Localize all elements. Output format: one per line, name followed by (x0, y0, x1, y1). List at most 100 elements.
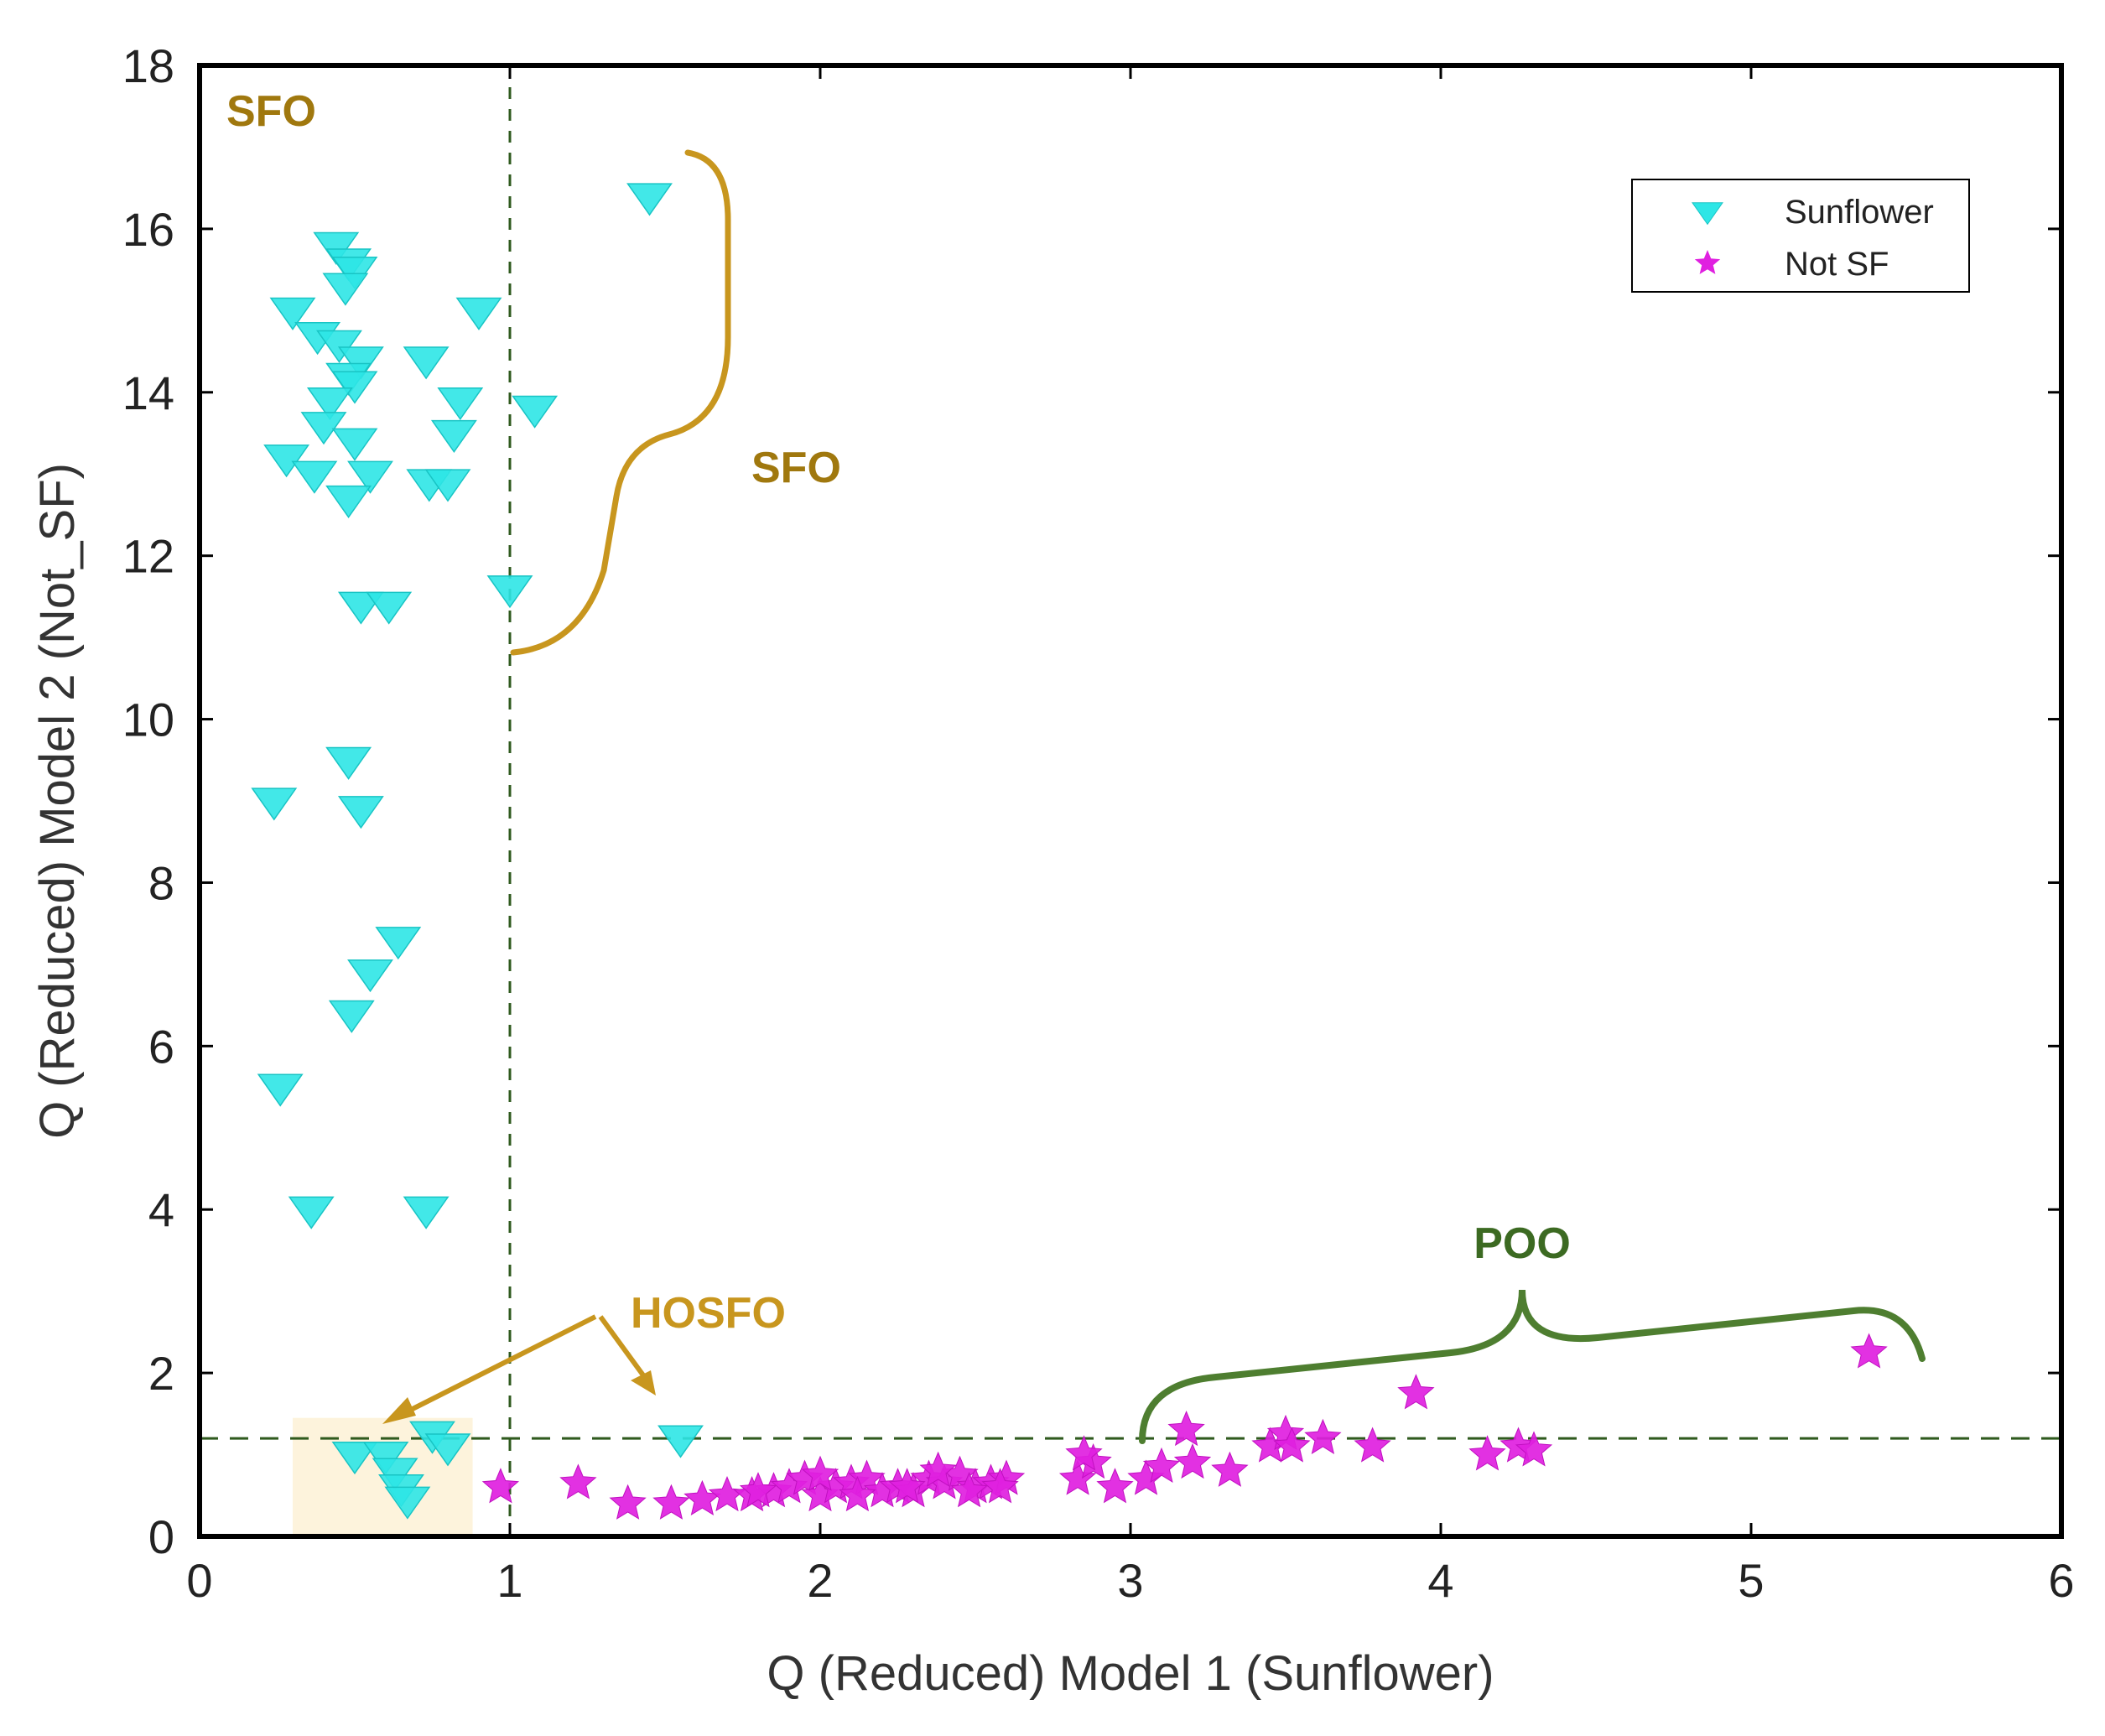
sunflower-point (486, 575, 533, 609)
x-axis-label: Q (Reduced) Model 1 (Sunflower) (767, 1646, 1494, 1701)
annotation-hosfo: HOSFO (631, 1289, 786, 1338)
x-axis-ticks: 0 1 2 3 4 5 6 (186, 65, 2075, 1607)
not-sf-point (919, 1451, 957, 1487)
hosfo-arrow-right-head (631, 1370, 656, 1396)
hosfo-arrow-left (394, 1314, 597, 1420)
not-sf-point (652, 1484, 690, 1520)
sunflower-point (337, 346, 384, 380)
legend-sunflower-marker (1692, 202, 1723, 226)
sunflower-point (331, 1441, 378, 1475)
not-sf-point (888, 1468, 926, 1504)
not-sf-point (1096, 1468, 1134, 1504)
y-tick-label: 6 (148, 1020, 174, 1073)
not-sf-point (801, 1455, 839, 1491)
y-tick-label: 4 (148, 1183, 174, 1236)
not-sf-point (1173, 1442, 1212, 1479)
not-sf-point (559, 1463, 597, 1500)
sfo-brace (510, 149, 731, 656)
not-sf-point (1065, 1435, 1103, 1471)
hosfo-arrows (382, 1314, 656, 1424)
legend-not-sf-marker (1694, 250, 1721, 274)
sunflower-point (328, 1000, 375, 1033)
annotation-sfo-brace: SFO (751, 444, 841, 492)
sunflower-point (316, 330, 362, 363)
series-not-sf (481, 1333, 1888, 1520)
x-tick-label: 6 (2048, 1554, 2074, 1607)
y-axis-label: Q (Reduced) Model 2 (Not_SF) (30, 463, 85, 1139)
not-sf-point (1167, 1410, 1205, 1447)
sunflower-point (362, 1441, 409, 1475)
x-tick-label: 0 (186, 1554, 212, 1607)
not-sf-point (1397, 1374, 1435, 1410)
sunflower-point (325, 746, 372, 780)
y-tick-label: 16 (122, 203, 174, 256)
sunflower-point (437, 387, 484, 421)
sunflower-point (331, 257, 378, 290)
annotation-sfo-region: SFO (226, 87, 316, 136)
sunflower-point (337, 796, 384, 829)
not-sf-point (1468, 1435, 1506, 1471)
sunflower-point (322, 273, 369, 306)
y-tick-label: 12 (122, 530, 174, 583)
x-tick-label: 2 (807, 1554, 833, 1607)
sunflower-point (403, 346, 450, 380)
sunflower-point (291, 460, 338, 494)
sunflower-point (300, 412, 347, 445)
sunflower-point (375, 927, 422, 960)
not-sf-point (1515, 1431, 1553, 1467)
sunflower-point (626, 183, 673, 216)
not-sf-point (1142, 1447, 1181, 1484)
not-sf-point (1058, 1459, 1097, 1495)
y-tick-label: 0 (148, 1510, 174, 1563)
y-tick-label: 2 (148, 1347, 174, 1400)
sunflower-point (257, 1073, 304, 1107)
sunflower-point (424, 469, 471, 502)
sunflower-point (331, 371, 378, 404)
not-sf-point (609, 1484, 647, 1520)
legend-not-sf-label: Not SF (1785, 246, 1889, 283)
legend-sunflower-label: Sunflower (1785, 194, 1934, 231)
not-sf-point (1850, 1333, 1888, 1369)
not-sf-point (839, 1475, 876, 1512)
sunflower-point (269, 297, 316, 330)
y-tick-label: 14 (122, 366, 174, 419)
x-tick-label: 4 (1427, 1554, 1453, 1607)
sunflower-point (306, 387, 353, 421)
sunflower-point (347, 460, 393, 494)
sunflower-point (288, 1196, 335, 1229)
sunflower-point (430, 419, 477, 454)
not-sf-point (481, 1468, 520, 1504)
not-sf-point (1273, 1427, 1311, 1463)
sunflower-point (455, 297, 502, 330)
not-sf-point (981, 1468, 1019, 1504)
not-sf-point (1354, 1427, 1391, 1463)
sunflower-point (347, 959, 393, 993)
x-tick-label: 3 (1117, 1554, 1143, 1607)
not-sf-point (1304, 1418, 1342, 1454)
sunflower-point (372, 1458, 418, 1491)
y-tick-label: 8 (148, 856, 174, 909)
x-tick-label: 1 (496, 1554, 522, 1607)
hosfo-arrow-right (598, 1315, 648, 1380)
y-tick-label: 10 (122, 694, 174, 746)
hosfo-arrow-left-head (382, 1397, 416, 1424)
not-sf-point (683, 1479, 721, 1515)
sunflower-point (313, 231, 360, 265)
sunflower-point (512, 395, 559, 429)
sunflower-point (251, 787, 298, 821)
legend-box (1631, 179, 1970, 293)
x-tick-label: 5 (1738, 1554, 1764, 1607)
y-axis-ticks: 0 2 4 6 8 10 12 14 16 18 (122, 39, 2061, 1563)
sunflower-point (331, 428, 378, 461)
sunflower-point (403, 1196, 450, 1229)
poo-brace (1139, 1289, 1926, 1444)
sunflower-point (325, 485, 372, 518)
sunflower-point (424, 1433, 471, 1467)
legend: Sunflower Not SF (1631, 179, 1970, 293)
sunflower-point (384, 1486, 431, 1520)
not-sf-point (1211, 1451, 1249, 1487)
y-tick-label: 18 (122, 39, 174, 92)
series-sunflower (251, 183, 704, 1520)
sunflower-point (366, 591, 413, 625)
not-sf-point (950, 1472, 988, 1508)
